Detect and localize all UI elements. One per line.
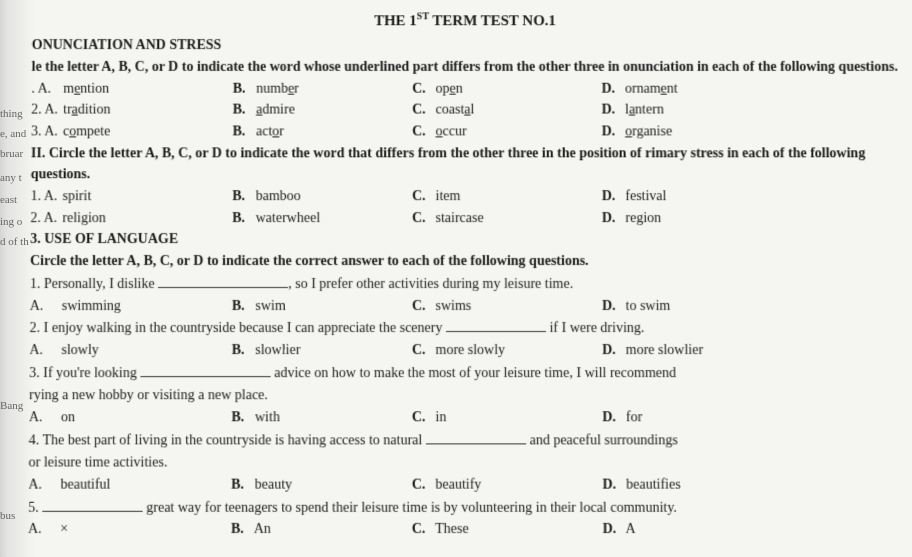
q2-a: tradition <box>63 100 233 122</box>
s3q2-a: slowly <box>61 340 231 362</box>
s3q2-b: B. slowlier <box>232 340 412 362</box>
q3-num: 3. A. <box>31 122 63 144</box>
q2-c: C. coastal <box>412 100 601 122</box>
edge-8: Bang <box>0 400 23 412</box>
edge-9: bus <box>0 510 15 522</box>
s3q4-opts: A. beautiful B. beauty C. beautify D. be… <box>28 475 901 497</box>
s3q2-al: A. <box>29 340 61 362</box>
s2q2-a: religion <box>62 208 232 230</box>
q3-c: C. occur <box>412 122 602 144</box>
s3q3-opts: A. on B. with C. in D. for <box>29 407 901 429</box>
q1-num: . A. <box>31 78 63 100</box>
s3q1: 1. Personally, I dislike , so I prefer o… <box>30 274 900 296</box>
s2q2-d: D. region <box>602 208 782 230</box>
s2q1-a: spirit <box>62 186 232 208</box>
section1-header: ONUNCIATION AND STRESS <box>32 35 899 57</box>
instruction-2: II. Circle the letter A, B, C, or D to i… <box>31 143 900 186</box>
s2q2-b: B. waterwheel <box>232 208 412 230</box>
s3q4-d: D. beautifies <box>602 475 783 497</box>
section3-header: 3. USE OF LANGUAGE <box>30 229 900 251</box>
q3-a: compete <box>63 122 233 144</box>
edge-1: thing <box>0 108 23 120</box>
s3q1-opts: A. swimming B. swim C. swims D. to swim <box>30 295 901 317</box>
s3q2-opts: A. slowly B. slowlier C. more slowly D. … <box>29 340 900 362</box>
edge-7: d of th <box>0 236 29 248</box>
s3q5-c: C. These <box>412 519 603 541</box>
edge-3: bruar <box>0 148 23 160</box>
s3q1-b: B. swim <box>232 295 412 317</box>
instruction-3: Circle the letter A, B, C, or D to indic… <box>30 251 900 273</box>
s3q3-line2: rying a new hobby or visiting a new plac… <box>29 385 901 407</box>
q2-row: 2. A. tradition B. admire C. coastal D. … <box>31 100 899 122</box>
s2q2-num: 2. A. <box>30 208 62 230</box>
q3-d: D. organise <box>602 122 782 144</box>
s3q3-d: D. for <box>602 407 783 429</box>
s3q2-d: D. more slowlier <box>602 340 782 362</box>
s3q5-al: A. <box>28 519 60 541</box>
s3q3-b: B. with <box>231 407 412 429</box>
s3q3: 3. If you're looking advice on how to ma… <box>29 363 901 385</box>
s2q1-c: C. item <box>412 186 602 208</box>
instruction-1: le the letter A, B, C, or D to indicate … <box>31 57 898 79</box>
s3q1-c: C. swims <box>412 295 602 317</box>
s3q5-opts: A. × B. An C. These D. A <box>28 519 902 541</box>
s3q4: 4. The best part of living in the countr… <box>29 430 902 452</box>
q2-num: 2. A. <box>31 100 63 122</box>
q3-b: B. actor <box>233 122 413 144</box>
s2q2-row: 2. A. religion B. waterwheel C. staircas… <box>30 208 899 230</box>
s3q4-al: A. <box>28 475 60 497</box>
q3-row: 3. A. compete B. actor C. occur D. organ… <box>31 122 899 144</box>
s3q4-a: beautiful <box>60 475 231 497</box>
edge-4: any t <box>0 172 22 184</box>
q1-b: B. number <box>233 78 412 100</box>
s3q3-c: C. in <box>412 407 603 429</box>
edge-2: e, and <box>0 128 26 140</box>
edge-6: ing o <box>0 216 22 228</box>
s2q1-d: D. festival <box>602 186 782 208</box>
s3q5: 5. great way for teenagers to spend thei… <box>28 497 902 519</box>
s3q3-al: A. <box>29 407 61 429</box>
s3q5-a: × <box>60 519 231 541</box>
s3q1-d: D. to swim <box>602 295 782 317</box>
s3q5-b: B. An <box>231 519 412 541</box>
s3q4-c: C. beautify <box>412 475 603 497</box>
q2-d: D. lantern <box>602 100 782 122</box>
s3q1-al: A. <box>30 295 62 317</box>
test-title: THE 1ST TERM TEST NO.1 <box>32 9 898 33</box>
s3q3-a: on <box>61 407 232 429</box>
q1-d: D. ornament <box>602 78 782 100</box>
s3q1-a: swimming <box>62 295 232 317</box>
s2q1-row: 1. A. spirit B. bamboo C. item D. festiv… <box>31 186 900 208</box>
s3q4-line2: or leisure time activities. <box>28 453 901 475</box>
s3q5-d: D. A <box>603 519 784 541</box>
s3q4-b: B. beauty <box>231 475 412 497</box>
s2q2-c: C. staircase <box>412 208 602 230</box>
q2-b: B. admire <box>233 100 413 122</box>
q1-a: mention <box>63 78 233 100</box>
q1-c: C. open <box>412 78 601 100</box>
s2q1-num: 1. A. <box>31 186 63 208</box>
s3q2-c: C. more slowly <box>412 340 602 362</box>
edge-5: east <box>0 194 17 206</box>
s2q1-b: B. bamboo <box>232 186 412 208</box>
q1-row: . A. mention B. number C. open D. orname… <box>31 78 898 100</box>
s3q2: 2. I enjoy walking in the countryside be… <box>29 318 900 340</box>
